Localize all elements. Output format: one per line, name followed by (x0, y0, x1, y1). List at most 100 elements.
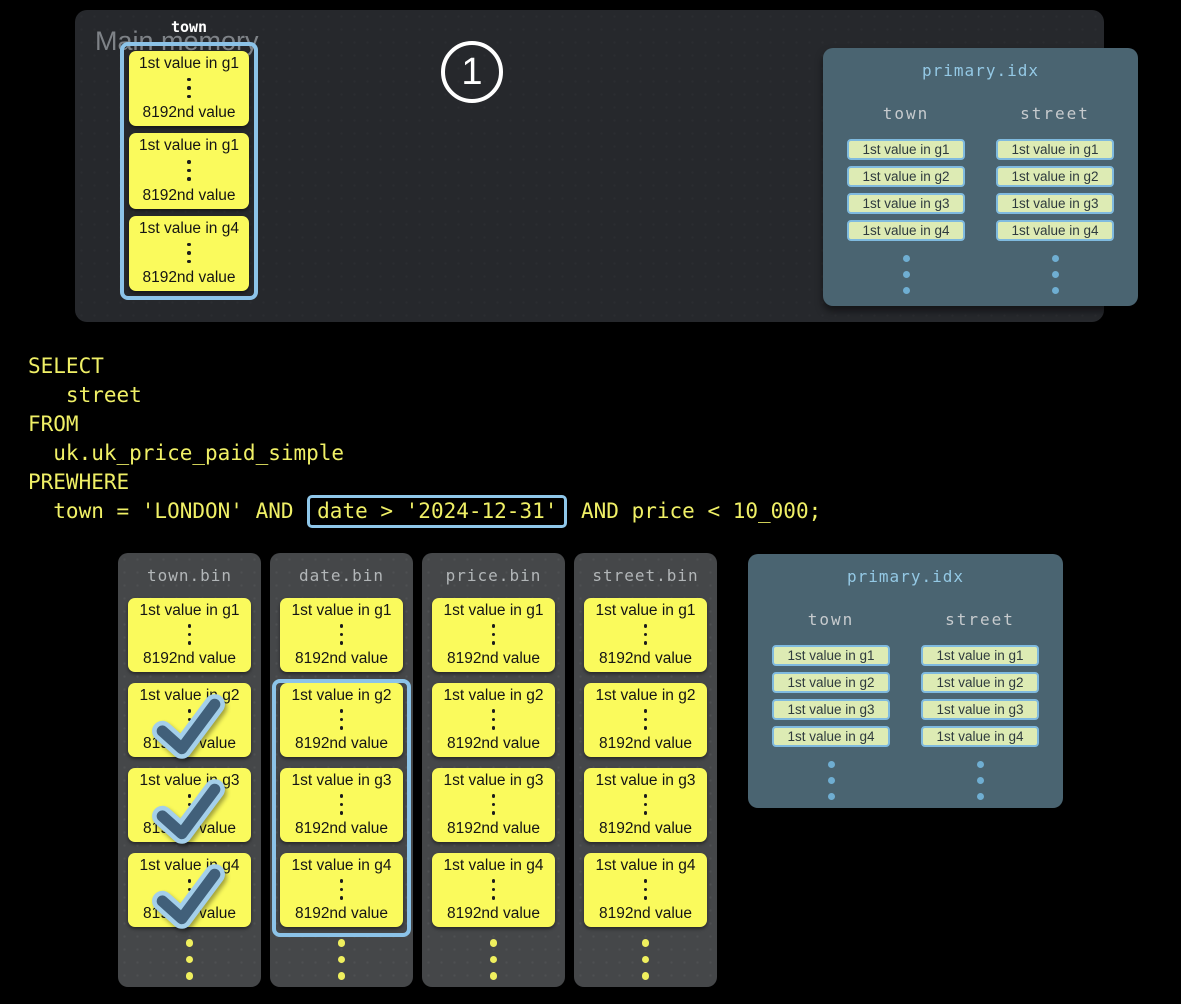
bin-panel-town: town.bin 1st value in g1 8192nd value 1st … (118, 553, 261, 987)
idx-chip-column: 1st value in g1 1st value in g2 1st value … (772, 645, 890, 753)
granule-last-value: 8192nd value (446, 649, 541, 667)
ellipsis-dots (187, 242, 191, 264)
checkmark-icon (150, 864, 226, 931)
granule-first-value: 1st value in g2 (595, 687, 696, 704)
granule-block: 1st value in g3 8192nd value (128, 768, 251, 844)
bin-panel-date: date.bin 1st value in g1 8192nd value 1st … (270, 553, 413, 987)
index-mark-chip: 1st value in g2 (921, 672, 1039, 693)
granule-first-value: 1st value in g2 (443, 687, 544, 704)
granule-first-value: 1st value in g3 (291, 772, 392, 789)
index-mark-chip: 1st value in g1 (921, 645, 1039, 666)
idx-chip-column: 1st value in g1 1st value in g2 1st value … (847, 139, 965, 247)
granule-block: 1st value in g1 8192nd value (129, 51, 249, 127)
granule-first-value: 1st value in g4 (595, 857, 696, 874)
ellipsis-dots (643, 794, 648, 815)
index-mark-chip: 1st value in g3 (847, 193, 965, 214)
primary-idx-title: primary.idx (922, 61, 1039, 80)
granule-block: 1st value in g4 8192nd value (280, 853, 403, 927)
ellipsis-dots (996, 255, 1114, 294)
granule-first-value: 1st value in g2 (291, 687, 392, 704)
main-memory-panel: Main memory town 1st value in g1 8192nd v… (75, 10, 1138, 322)
granule-block: 1st value in g1 8192nd value (129, 133, 249, 209)
sql-line: SELECT (28, 354, 104, 378)
granule-block: 1st value in g1 8192nd value (280, 598, 403, 672)
ellipsis-dots (643, 879, 648, 900)
granule-first-value: 1st value in g3 (443, 772, 544, 789)
granule-last-value: 8192nd value (598, 819, 693, 837)
ellipsis-dots (339, 624, 344, 645)
idx-column-header: town (807, 610, 855, 629)
granule-last-value: 8192nd value (598, 734, 693, 752)
granule-first-value: 1st value in g3 (595, 772, 696, 789)
step-number: 1 (461, 51, 483, 93)
granule-last-value: 8192nd value (598, 649, 693, 667)
ellipsis-dots (187, 624, 192, 645)
granule-block: 1st value in g4 8192nd value (129, 215, 249, 291)
ellipsis-dots (187, 160, 191, 181)
granule-last-value: 8192nd value (294, 734, 389, 752)
ellipsis-dots (772, 761, 890, 800)
granule-last-value: 8192nd value (446, 734, 541, 752)
sql-line: PREWHERE (28, 470, 130, 494)
index-mark-chip: 1st value in g4 (921, 726, 1039, 747)
index-mark-chip: 1st value in g1 (847, 139, 965, 160)
granule-block: 1st value in g3 8192nd value (280, 768, 403, 842)
index-mark-chip: 1st value in g3 (921, 699, 1039, 720)
step-1-badge: 1 (441, 41, 503, 103)
ellipsis-dots (422, 939, 565, 980)
index-mark-chip: 1st value in g1 (996, 139, 1114, 160)
granule-block: 1st value in g4 8192nd value (432, 853, 555, 927)
sql-condition-after: AND price < 10_000; (568, 499, 822, 523)
granule-first-value: 1st value in g1 (139, 602, 240, 619)
index-mark-chip: 1st value in g2 (996, 166, 1114, 187)
bin-panel-price: price.bin 1st value in g1 8192nd value 1st… (422, 553, 565, 987)
sql-query: SELECT street FROM uk.uk_price_paid_simp… (28, 352, 822, 528)
granule-last-value: 8192nd value (598, 904, 693, 922)
granule-last-value: 8192nd value (142, 268, 236, 286)
index-mark-chip: 1st value in g3 (772, 699, 890, 720)
idx-chip-column: 1st value in g1 1st value in g2 1st value … (996, 139, 1114, 247)
prewhere-highlight-box: date > '2024-12-31' (307, 495, 568, 528)
town-column-label: town (170, 18, 208, 36)
granule-first-value: 1st value in g1 (139, 137, 239, 155)
ellipsis-dots (491, 879, 496, 900)
primary-idx-panel-bottom: primary.idx town 1st value in g1 1st value … (748, 554, 1063, 808)
granule-last-value: 8192nd value (294, 649, 389, 667)
bin-blocks: 1st value in g1 8192nd value 1st value in … (432, 598, 555, 938)
granule-first-value: 1st value in g4 (443, 857, 544, 874)
ellipsis-dots (270, 939, 413, 980)
granule-last-value: 8192nd value (142, 649, 237, 667)
granule-first-value: 1st value in g4 (139, 219, 239, 237)
bin-title: street.bin (592, 566, 699, 585)
index-mark-chip: 1st value in g3 (996, 193, 1114, 214)
granule-block: 1st value in g1 8192nd value (584, 598, 707, 672)
granule-last-value: 8192nd value (446, 904, 541, 922)
ellipsis-dots (491, 624, 496, 645)
sql-line: FROM (28, 412, 79, 436)
granule-block: 1st value in g3 8192nd value (432, 768, 555, 842)
index-mark-chip: 1st value in g4 (772, 726, 890, 747)
granule-block: 1st value in g3 8192nd value (584, 768, 707, 842)
checkmark-icon (150, 779, 226, 846)
idx-column-header: town (882, 104, 930, 123)
ellipsis-dots (339, 709, 344, 730)
granule-block: 1st value in g4 8192nd value (584, 853, 707, 927)
ellipsis-dots (574, 939, 717, 980)
granule-block: 1st value in g1 8192nd value (432, 598, 555, 672)
index-mark-chip: 1st value in g4 (847, 220, 965, 241)
ellipsis-dots (118, 939, 261, 980)
granule-first-value: 1st value in g1 (139, 55, 239, 72)
index-mark-chip: 1st value in g2 (772, 672, 890, 693)
ellipsis-dots (921, 761, 1039, 800)
ellipsis-dots (339, 879, 344, 900)
ellipsis-dots (339, 794, 344, 815)
sql-line: street (28, 383, 142, 407)
index-mark-chip: 1st value in g4 (996, 220, 1114, 241)
granule-block: 1st value in g2 8192nd value (280, 683, 403, 757)
granule-first-value: 1st value in g1 (291, 602, 392, 619)
bin-blocks: 1st value in g1 8192nd value 1st value in … (128, 598, 251, 938)
ellipsis-dots (847, 255, 965, 294)
ellipsis-dots (643, 709, 648, 730)
idx-chip-column: 1st value in g1 1st value in g2 1st value … (921, 645, 1039, 753)
granule-first-value: 1st value in g1 (595, 602, 696, 619)
